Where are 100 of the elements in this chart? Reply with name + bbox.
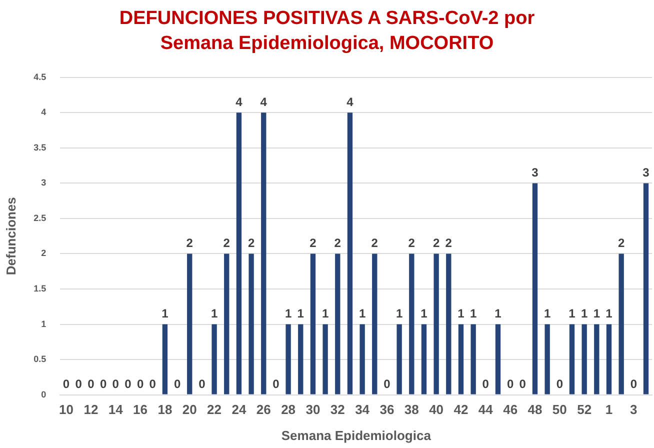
data-label: 0 bbox=[272, 377, 280, 392]
x-tick-label: 40 bbox=[429, 402, 444, 418]
x-tick-label: 24 bbox=[232, 402, 247, 418]
x-tick-label: 50 bbox=[552, 402, 567, 418]
y-tick-label: 1 bbox=[41, 318, 46, 329]
x-tick-label: 16 bbox=[133, 402, 148, 418]
data-label: 2 bbox=[432, 236, 440, 250]
data-label: 3 bbox=[642, 166, 650, 180]
bar bbox=[187, 254, 192, 394]
data-label: 0 bbox=[174, 377, 181, 392]
data-label: 1 bbox=[284, 306, 292, 321]
data-label: 0 bbox=[519, 377, 526, 392]
bar bbox=[495, 324, 501, 394]
data-label: 4 bbox=[346, 94, 354, 109]
bar bbox=[212, 324, 217, 394]
y-tick-label: 3.5 bbox=[34, 142, 46, 152]
y-axis-title: Defunciones bbox=[3, 197, 18, 276]
data-label: 0 bbox=[112, 377, 120, 392]
data-label: 3 bbox=[532, 166, 539, 180]
x-tick-label: 30 bbox=[306, 402, 320, 418]
bar bbox=[446, 254, 452, 394]
x-tick-label: 34 bbox=[355, 402, 370, 418]
data-label: 2 bbox=[371, 236, 378, 250]
y-tick-label: 3 bbox=[41, 178, 46, 188]
bar bbox=[335, 254, 340, 394]
data-label: 1 bbox=[580, 306, 588, 321]
y-tick-label: 2 bbox=[41, 248, 46, 258]
data-label: 2 bbox=[408, 236, 416, 250]
y-tick-label: 1.5 bbox=[34, 283, 46, 294]
bar bbox=[532, 183, 538, 394]
x-tick-label: 38 bbox=[404, 402, 419, 418]
bar bbox=[606, 324, 612, 394]
data-label: 1 bbox=[297, 306, 304, 321]
data-label: 0 bbox=[62, 377, 70, 392]
bar bbox=[236, 112, 242, 394]
x-tick-label: 10 bbox=[59, 402, 74, 418]
bar bbox=[298, 324, 304, 394]
data-label: 2 bbox=[186, 236, 194, 250]
bar bbox=[360, 324, 365, 394]
bar bbox=[421, 324, 427, 394]
y-tick-label: 4.5 bbox=[34, 72, 46, 82]
x-tick-label: 28 bbox=[281, 402, 296, 418]
x-tick-label: 22 bbox=[207, 402, 222, 418]
data-label: 1 bbox=[494, 306, 502, 321]
data-label: 1 bbox=[396, 306, 403, 321]
x-tick-label: 46 bbox=[503, 402, 518, 418]
bar bbox=[248, 254, 254, 394]
x-tick-label: 32 bbox=[330, 402, 345, 418]
data-label: 0 bbox=[630, 377, 638, 392]
x-tick-label: 26 bbox=[256, 402, 271, 418]
data-label: 0 bbox=[75, 377, 82, 392]
data-label: 4 bbox=[260, 94, 268, 109]
data-label: 2 bbox=[223, 236, 230, 250]
data-label: 0 bbox=[149, 377, 156, 392]
x-tick-label: 18 bbox=[158, 402, 172, 418]
data-label: 1 bbox=[322, 306, 329, 321]
data-label: 0 bbox=[136, 377, 144, 392]
data-label: 2 bbox=[248, 236, 255, 250]
x-tick-label: 36 bbox=[380, 402, 394, 418]
data-label: 0 bbox=[100, 377, 107, 392]
data-label: 0 bbox=[198, 377, 206, 392]
bar bbox=[310, 254, 316, 394]
data-label: 4 bbox=[236, 94, 243, 109]
data-label: 1 bbox=[606, 306, 613, 321]
data-label: 1 bbox=[458, 306, 465, 321]
data-label: 0 bbox=[556, 377, 564, 392]
data-label: 1 bbox=[593, 306, 600, 321]
bar bbox=[162, 324, 168, 394]
bar bbox=[261, 112, 266, 394]
x-axis-title: Semana Epidemiologica bbox=[281, 428, 432, 443]
x-tick-label: 42 bbox=[454, 402, 468, 418]
data-label: 2 bbox=[445, 236, 452, 250]
bar bbox=[396, 324, 402, 394]
data-label: 1 bbox=[544, 306, 551, 321]
y-tick-label: 4 bbox=[41, 107, 46, 118]
bar bbox=[618, 254, 624, 394]
bar bbox=[458, 324, 464, 394]
bar bbox=[372, 254, 378, 394]
bar bbox=[544, 324, 550, 394]
data-label: 1 bbox=[568, 306, 576, 321]
x-tick-label: 12 bbox=[84, 402, 98, 418]
data-label: 2 bbox=[310, 236, 317, 250]
data-label: 0 bbox=[124, 377, 132, 392]
data-label: 0 bbox=[482, 377, 490, 392]
bar bbox=[470, 324, 476, 394]
data-label: 0 bbox=[384, 377, 391, 392]
y-tick-label: 2.5 bbox=[34, 212, 46, 223]
bar bbox=[286, 324, 291, 394]
bar bbox=[643, 183, 649, 394]
data-label: 1 bbox=[420, 306, 428, 321]
bar bbox=[594, 324, 600, 394]
x-tick-label: 48 bbox=[528, 402, 542, 418]
data-label: 0 bbox=[506, 377, 514, 392]
x-tick-label: 14 bbox=[108, 402, 124, 418]
bar bbox=[409, 254, 414, 394]
chart-title: DEFUNCIONES POSITIVAS A SARS-CoV-2 por Semana Epidemiologica, MOCORITO bbox=[118, 7, 536, 56]
bar bbox=[569, 324, 575, 394]
data-label: 1 bbox=[210, 306, 218, 321]
data-label: 1 bbox=[162, 306, 169, 321]
data-label: 1 bbox=[358, 306, 366, 321]
